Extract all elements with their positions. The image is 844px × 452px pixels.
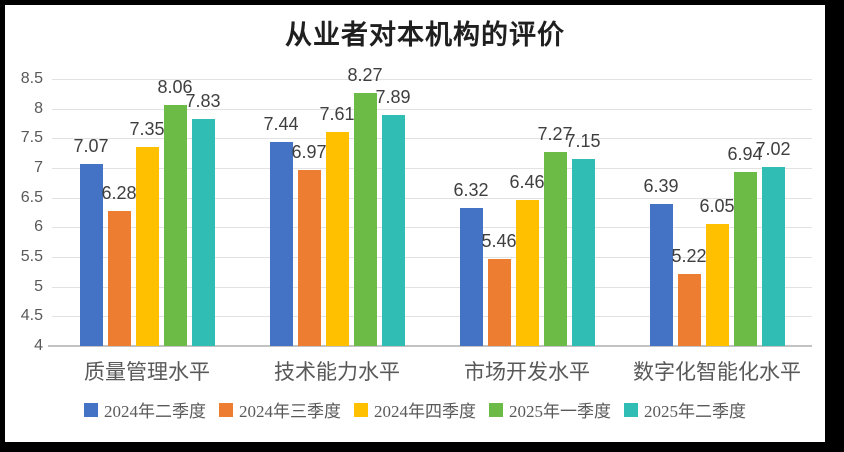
y-axis-tick-label: 7.5 bbox=[20, 129, 43, 147]
legend-swatch-icon bbox=[624, 402, 638, 417]
bar-2024年四季度-市场开发水平 bbox=[515, 200, 539, 346]
data-label: 8.27 bbox=[347, 64, 383, 85]
data-label: 7.15 bbox=[565, 131, 601, 152]
bar-2024年二季度-市场开发水平 bbox=[459, 208, 483, 346]
legend-swatch-icon bbox=[219, 402, 233, 417]
data-label: 7.44 bbox=[263, 113, 299, 134]
data-label: 8.06 bbox=[157, 77, 193, 98]
gridline bbox=[52, 108, 812, 110]
bar-2025年一季度-技术能力水平 bbox=[353, 92, 377, 346]
bar-2024年三季度-市场开发水平 bbox=[487, 259, 511, 346]
gridline bbox=[52, 168, 812, 169]
legend-label: 2024年二季度 bbox=[104, 402, 206, 421]
y-axis-tick-label: 5 bbox=[34, 277, 43, 295]
legend-item-2024年二季度: 2024年二季度 bbox=[84, 397, 206, 422]
gridline bbox=[52, 286, 812, 288]
chart-canvas: 从业者对本机构的评价 8.5 8 7.5 7 6.5 6 5.5 5 4.5 4 7.07 6.28 7… bbox=[5, 5, 825, 442]
chart-title: 从业者对本机构的评价 bbox=[285, 20, 565, 50]
bar-2025年一季度-质量管理水平 bbox=[163, 105, 187, 346]
data-label: 7.27 bbox=[537, 123, 573, 144]
legend-label: 2024年三季度 bbox=[239, 402, 341, 421]
gridline bbox=[52, 227, 812, 229]
data-label: 7.83 bbox=[185, 90, 221, 111]
y-axis-tick-label: 5.5 bbox=[20, 248, 43, 265]
gridline bbox=[52, 316, 812, 318]
legend-item-2025年一季度: 2025年一季度 bbox=[489, 397, 611, 422]
y-axis-tick-label: 6.5 bbox=[20, 188, 43, 206]
y-axis-tick-label: 6 bbox=[34, 218, 43, 236]
y-axis-tick-label: 4.5 bbox=[20, 307, 43, 325]
bar-2024年二季度-技术能力水平 bbox=[269, 141, 293, 346]
bar-2025年二季度-技术能力水平 bbox=[381, 115, 405, 346]
data-label: 6.32 bbox=[453, 180, 489, 201]
x-axis-line bbox=[48, 345, 812, 347]
data-label: 6.05 bbox=[699, 196, 735, 217]
bar-2025年二季度-市场开发水平 bbox=[571, 159, 595, 346]
bar-2024年三季度-质量管理水平 bbox=[107, 210, 131, 346]
legend: 2024年二季度 2024年三季度 2024年四季度 2025年一季度 2025年二季度 bbox=[5, 397, 825, 422]
bar-2025年二季度-数字化智能化水平 bbox=[761, 166, 785, 346]
legend-item-2024年四季度: 2024年四季度 bbox=[354, 397, 476, 422]
data-label: 6.97 bbox=[291, 141, 327, 162]
legend-item-2025年二季度: 2025年二季度 bbox=[624, 397, 746, 422]
data-label: 7.07 bbox=[73, 135, 109, 156]
bar-2025年二季度-质量管理水平 bbox=[191, 118, 215, 346]
y-axis-tick-label: 4 bbox=[34, 337, 43, 354]
bar-2024年三季度-数字化智能化水平 bbox=[677, 273, 701, 346]
legend-item-2024年三季度: 2024年三季度 bbox=[219, 397, 341, 422]
data-label: 5.22 bbox=[671, 245, 707, 266]
bar-2025年一季度-市场开发水平 bbox=[543, 151, 567, 346]
data-label: 6.39 bbox=[643, 176, 679, 197]
bar-2024年三季度-技术能力水平 bbox=[297, 169, 321, 346]
data-label: 7.61 bbox=[319, 103, 355, 124]
y-axis-tick-label: 8 bbox=[34, 99, 43, 117]
bar-2024年四季度-质量管理水平 bbox=[135, 147, 159, 346]
category-label-质量管理水平: 质量管理水平 bbox=[84, 360, 210, 384]
data-label: 5.46 bbox=[481, 231, 517, 252]
gridline bbox=[52, 138, 812, 140]
bar-2024年四季度-技术能力水平 bbox=[325, 131, 349, 346]
category-label-市场开发水平: 市场开发水平 bbox=[464, 360, 590, 384]
y-axis-tick-label: 7 bbox=[34, 159, 43, 176]
data-label: 7.35 bbox=[129, 119, 165, 140]
legend-label: 2024年四季度 bbox=[374, 402, 476, 421]
data-label: 7.02 bbox=[755, 138, 791, 159]
bar-2025年一季度-数字化智能化水平 bbox=[733, 171, 757, 346]
legend-swatch-icon bbox=[489, 402, 503, 417]
category-label-技术能力水平: 技术能力水平 bbox=[274, 360, 400, 384]
gridline bbox=[52, 79, 812, 80]
plot-area: 8.5 8 7.5 7 6.5 6 5.5 5 4.5 4 7.07 6.28 7.35 8.06 7.83… bbox=[21, 66, 812, 354]
legend-label: 2025年二季度 bbox=[644, 402, 746, 421]
bar-2024年四季度-数字化智能化水平 bbox=[705, 224, 729, 346]
bar-2024年二季度-质量管理水平 bbox=[79, 163, 103, 346]
gridline bbox=[52, 257, 812, 258]
legend-swatch-icon bbox=[84, 402, 98, 417]
data-label: 7.89 bbox=[375, 87, 411, 108]
data-label: 6.28 bbox=[101, 182, 137, 203]
legend-swatch-icon bbox=[354, 402, 368, 417]
y-axis-tick-label: 8.5 bbox=[20, 70, 43, 87]
gridline bbox=[52, 197, 812, 199]
data-label: 6.94 bbox=[727, 143, 763, 164]
category-label-数字化智能化水平: 数字化智能化水平 bbox=[633, 360, 801, 384]
bar-2024年二季度-数字化智能化水平 bbox=[649, 204, 673, 346]
data-label: 6.46 bbox=[509, 172, 545, 193]
legend-label: 2025年一季度 bbox=[509, 402, 611, 421]
